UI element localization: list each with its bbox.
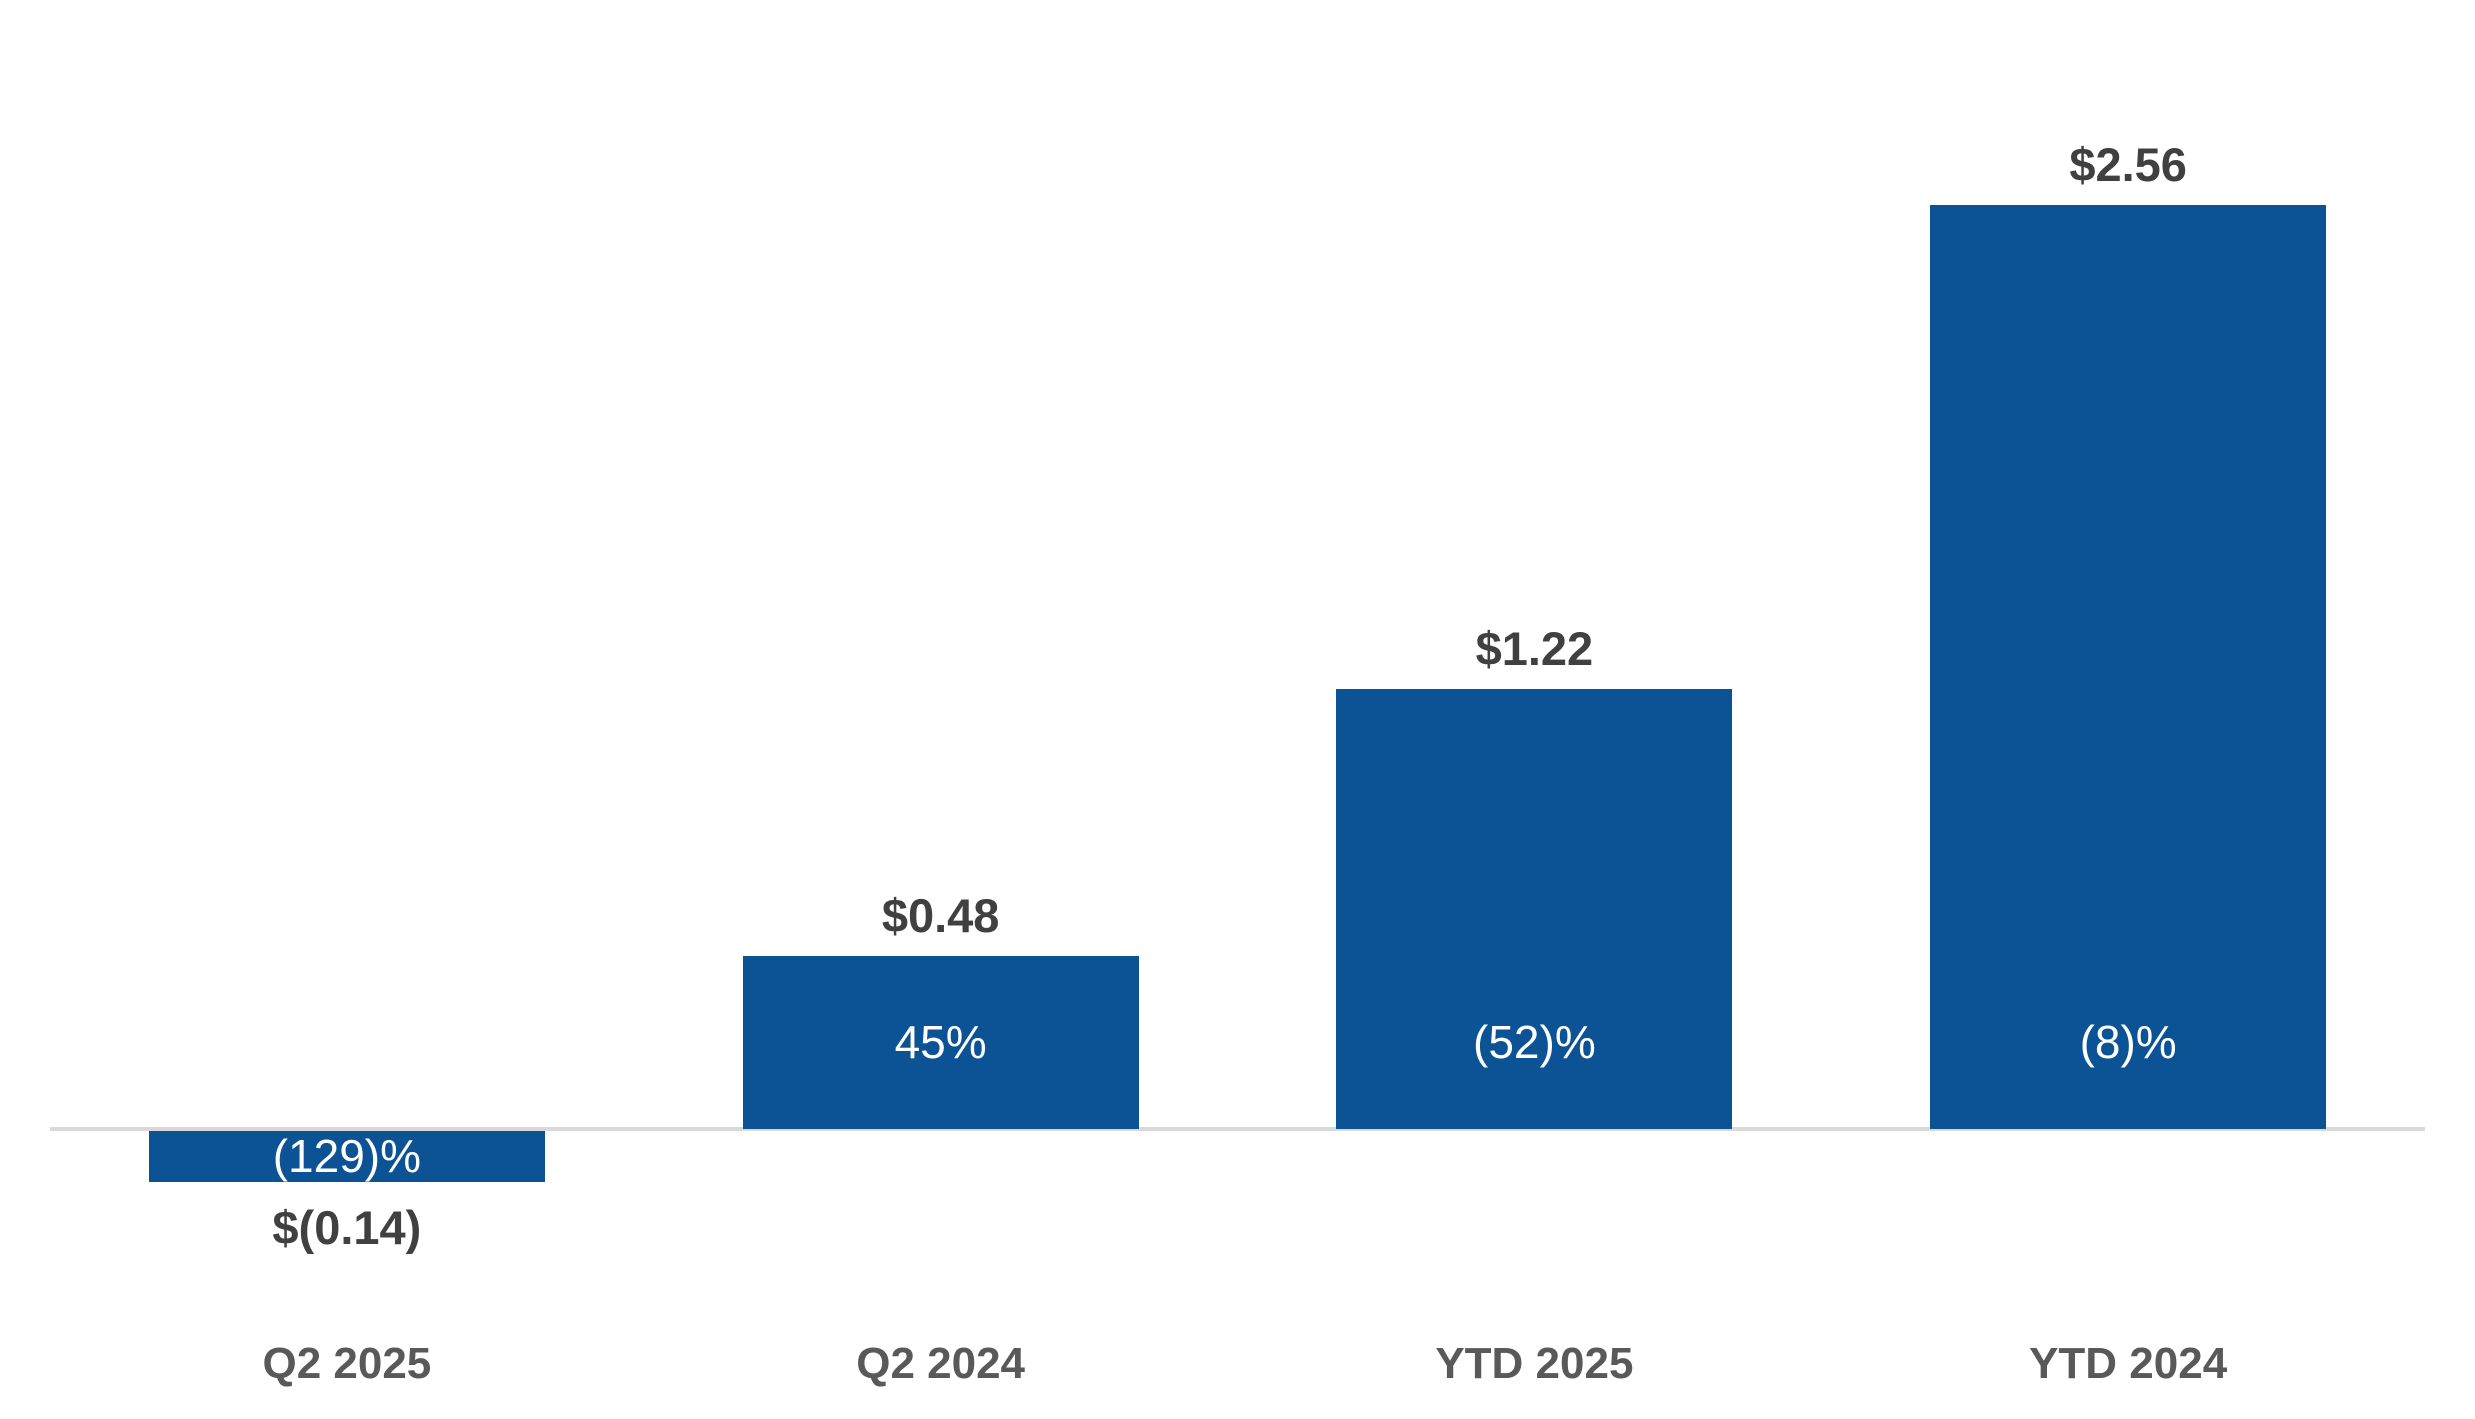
bar-q2-2025	[148, 1131, 545, 1182]
x-axis-label-q2-2025: Q2 2025	[262, 1339, 432, 1388]
value-label-q2-2024: $0.48	[881, 888, 1000, 942]
value-label-q2-2025: $(0.14)	[272, 1200, 422, 1254]
x-axis-label-ytd-2024: YTD 2024	[2029, 1339, 2228, 1388]
pct-change-label-q2-2025: (129)%	[272, 1130, 422, 1182]
x-axis-label-ytd-2025: YTD 2025	[1435, 1339, 1634, 1388]
pct-change-label-q2-2024: 45%	[894, 1016, 987, 1068]
bar-ytd-2025	[1336, 688, 1733, 1129]
pct-change-label-ytd-2024: (8)%	[2079, 1016, 2177, 1068]
bar-ytd-2024	[1930, 204, 2327, 1129]
value-label-ytd-2025: $1.22	[1475, 621, 1594, 675]
pct-change-label-ytd-2025: (52)%	[1473, 1016, 1596, 1068]
x-axis-label-q2-2024: Q2 2024	[856, 1339, 1026, 1388]
value-label-ytd-2024: $2.56	[2069, 137, 2187, 191]
bar-q2-2024	[742, 955, 1139, 1129]
x-axis-line	[50, 1127, 2425, 1131]
